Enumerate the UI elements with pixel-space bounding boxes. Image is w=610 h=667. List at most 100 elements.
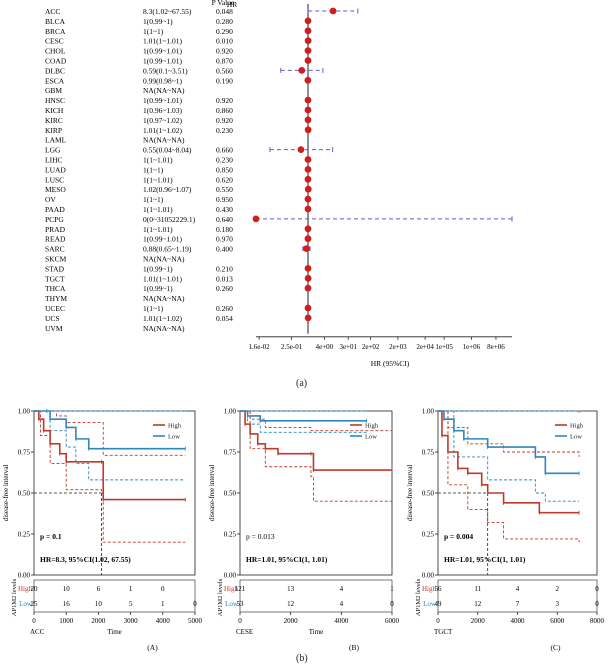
figure-label-b: (b) bbox=[296, 653, 308, 664]
cancer-label: LGG bbox=[45, 146, 61, 155]
risk-x-tick-label: 0 bbox=[32, 617, 36, 625]
risk-table-title: AP1M2 levels bbox=[11, 578, 18, 616]
hr-ci-text: 1(1~1) bbox=[143, 27, 164, 36]
survival-curve-high bbox=[240, 410, 392, 471]
ci-upper-high bbox=[438, 410, 580, 457]
hr-ci-text: 1.01(1~1.02) bbox=[143, 126, 183, 135]
ci-lower-low bbox=[438, 410, 580, 502]
p-value-text: 0.048 bbox=[216, 7, 233, 16]
risk-count: 4 bbox=[340, 600, 344, 608]
risk-row-label: High bbox=[422, 585, 437, 593]
forest-tick-label: 4e+00 bbox=[316, 343, 334, 351]
cancer-label: PAAD bbox=[45, 205, 65, 214]
hr-point bbox=[304, 27, 312, 35]
survival-curve-low bbox=[438, 410, 580, 475]
hr-annotation: HR=8.3, 95%CI(1.02, 67.55) bbox=[40, 555, 131, 564]
risk-count: 2 bbox=[556, 585, 560, 593]
forest-tick-label: 1e+05 bbox=[435, 343, 453, 351]
km-y-tick-label: 0.50 bbox=[224, 490, 237, 498]
km-y-tick-label: 1.00 bbox=[224, 408, 237, 416]
forest-tick-label: 1.6e-02 bbox=[249, 343, 271, 351]
risk-count: 11 bbox=[474, 585, 481, 593]
p-value-text: 0.860 bbox=[216, 106, 233, 115]
risk-count: 4 bbox=[340, 585, 344, 593]
p-value-text: 0.260 bbox=[216, 304, 233, 313]
hr-point bbox=[304, 96, 312, 104]
risk-count: 4 bbox=[516, 585, 520, 593]
hr-point bbox=[298, 67, 306, 74]
hr-ci-text: 1(0.99~1) bbox=[143, 284, 173, 293]
hr-point bbox=[304, 225, 312, 233]
km-y-tick-label: 0.25 bbox=[224, 531, 237, 539]
cancer-label: OV bbox=[45, 195, 56, 204]
p-value-text: 0.290 bbox=[216, 27, 233, 36]
cancer-label: STAD bbox=[45, 264, 65, 273]
cancer-label: GBM bbox=[45, 86, 62, 95]
cancer-label: KICH bbox=[45, 106, 64, 115]
km-panel-tgct: 0.00 0.25 0.50 0.75 1.00 disease-free interva… bbox=[406, 408, 605, 653]
hr-point bbox=[304, 175, 312, 183]
hr-point bbox=[304, 116, 312, 124]
risk-table-frame bbox=[239, 579, 393, 613]
risk-count: 12 bbox=[287, 600, 295, 608]
risk-x-tick-label: 6000 bbox=[550, 617, 565, 625]
risk-row-label: Low bbox=[225, 600, 239, 608]
hr-point bbox=[304, 37, 312, 45]
hr-ci-text: 1(1~1.01) bbox=[143, 225, 173, 234]
forest-tick-label: 2.5e-01 bbox=[281, 343, 303, 351]
hr-point bbox=[304, 185, 312, 193]
p-value-text: 0.400 bbox=[216, 245, 233, 254]
hr-point bbox=[304, 57, 312, 64]
p-value-text: 0.260 bbox=[216, 284, 233, 293]
km-y-tick-label: 0.00 bbox=[18, 572, 31, 580]
legend-label: Low bbox=[570, 434, 582, 441]
risk-count: 6 bbox=[97, 585, 101, 593]
legend-label: High bbox=[570, 423, 584, 430]
cancer-label: COAD bbox=[45, 57, 67, 66]
cancer-label: LUSC bbox=[45, 175, 64, 184]
hr-point bbox=[304, 47, 312, 54]
risk-x-tick-label: 2000 bbox=[284, 617, 299, 625]
survival-curve-low bbox=[240, 410, 367, 422]
hr-point bbox=[304, 156, 312, 163]
hr-ci-text: 1(1~1.01) bbox=[143, 205, 173, 214]
forest-x-label: HR (95%CI) bbox=[371, 359, 410, 368]
hr-point bbox=[304, 314, 312, 322]
hr-point bbox=[304, 76, 312, 84]
cancer-label: LAML bbox=[45, 136, 67, 145]
km-panel-acc: 0.00 0.25 0.50 0.75 1.00 disease-free interva… bbox=[2, 408, 203, 653]
risk-x-tick-label: 6000 bbox=[385, 617, 400, 625]
hr-point bbox=[304, 17, 312, 25]
km-y-label: disease-free interval bbox=[208, 465, 216, 522]
cancer-label: THYM bbox=[45, 294, 67, 303]
hr-point bbox=[304, 106, 312, 114]
ci-lower-low bbox=[34, 410, 186, 481]
hr-ci-text: NA(NA~NA) bbox=[143, 86, 185, 95]
p-value-text: 0.950 bbox=[216, 195, 233, 204]
km-y-tick-label: 0.00 bbox=[422, 572, 435, 580]
hr-column-header: HR bbox=[227, 0, 237, 9]
risk-row-label: High bbox=[18, 585, 33, 593]
cancer-label: DLBC bbox=[45, 66, 65, 75]
hr-ci-text: 1(0.99~1.01) bbox=[143, 96, 183, 105]
p-value-text: 0.180 bbox=[216, 225, 233, 234]
risk-x-tick-label: 4000 bbox=[156, 617, 171, 625]
risk-table-frame bbox=[33, 579, 196, 613]
p-value-column-header: P Value bbox=[212, 0, 235, 7]
survival-curve-high bbox=[34, 410, 186, 501]
hr-annotation: HR=1.01, 95%CI(1, 1.01) bbox=[246, 555, 328, 564]
p-value-annotation: p = 0.1 bbox=[40, 532, 62, 541]
km-panel-cese: 0.00 0.25 0.50 0.75 1.00 disease-free interva… bbox=[208, 408, 400, 653]
km-y-label: disease-free interval bbox=[2, 465, 10, 522]
cancer-label: PCPG bbox=[45, 215, 64, 224]
km-y-tick-label: 0.50 bbox=[18, 490, 31, 498]
risk-x-tick-label: 4000 bbox=[511, 617, 526, 625]
risk-x-tick-label: 5000 bbox=[188, 617, 203, 625]
km-x-label: Time bbox=[107, 628, 122, 636]
cancer-label: BRCA bbox=[45, 27, 66, 36]
hr-point bbox=[304, 205, 312, 213]
hr-ci-text: 1(1~1.01) bbox=[143, 175, 173, 184]
km-y-label: disease-free interval bbox=[406, 465, 414, 522]
forest-tick-label: 8e+06 bbox=[487, 343, 505, 351]
km-y-tick-label: 1.00 bbox=[18, 408, 31, 416]
